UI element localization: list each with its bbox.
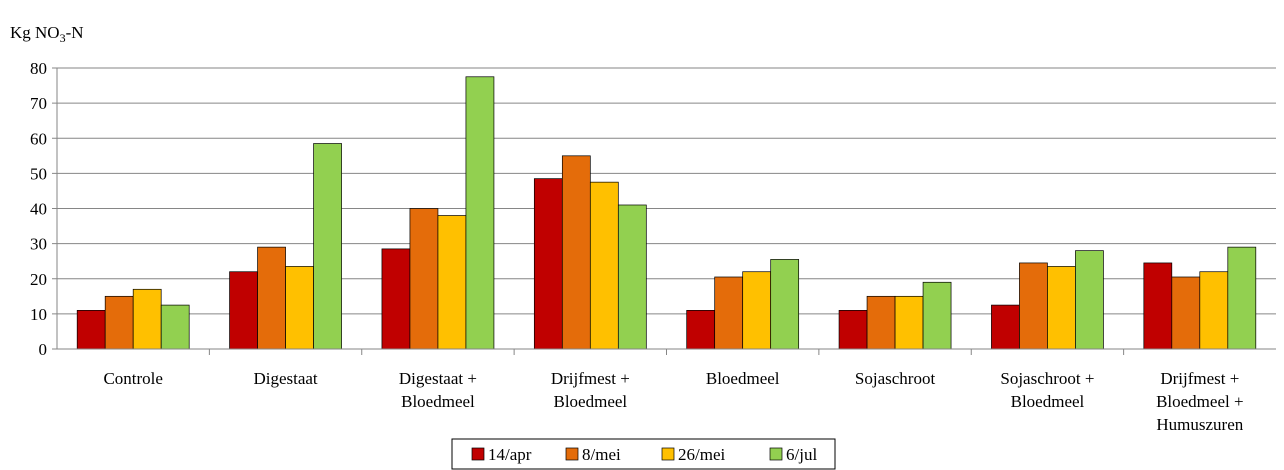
y-axis-title-main: Kg NO: [10, 23, 60, 42]
bar-8-mei-6: [1019, 262, 1048, 350]
bar-6-jul-3: [617, 204, 647, 350]
bar-26-mei-2: [437, 215, 467, 350]
category-label: Drijfmest +: [1160, 369, 1239, 388]
bar-8-mei-7: [1171, 276, 1201, 350]
bar-26-mei-5: [894, 295, 924, 350]
y-tick-label: 50: [30, 164, 47, 183]
category-label: Humuszuren: [1156, 415, 1243, 434]
bars: [76, 76, 1257, 350]
bar-14-apr-1: [229, 271, 258, 350]
bar-26-mei-3: [589, 181, 619, 350]
bar-6-jul-6: [1075, 250, 1104, 350]
bar-8-mei-3: [561, 155, 591, 350]
category-label: Sojaschroot: [855, 369, 936, 388]
bar-6-jul-7: [1227, 246, 1257, 350]
y-tick-label: 40: [30, 200, 47, 219]
y-axis-title-subscript: 3: [60, 31, 66, 45]
bar-26-mei-4: [742, 271, 772, 350]
category-label: Bloedmeel: [401, 392, 475, 411]
bar-8-mei-1: [257, 246, 286, 350]
bar-14-apr-7: [1143, 262, 1173, 350]
y-axis-title: Kg NO3-N: [10, 23, 84, 45]
bar-14-apr-2: [381, 248, 411, 350]
y-tick-label: 80: [30, 59, 47, 78]
y-tick-label: 30: [30, 235, 47, 254]
bar-8-mei-4: [714, 276, 744, 350]
y-tick-label: 10: [30, 305, 47, 324]
bar-26-mei-1: [285, 266, 314, 350]
legend-swatch-26-mei: [661, 447, 675, 461]
y-tick-label: 70: [30, 94, 47, 113]
bar-14-apr-3: [533, 178, 563, 350]
category-label: Bloedmeel +: [1156, 392, 1243, 411]
bar-14-apr-4: [686, 310, 716, 350]
y-tick-label: 20: [30, 270, 47, 289]
bar-8-mei-0: [104, 295, 134, 350]
legend-label: 8/mei: [582, 445, 621, 464]
bar-26-mei-7: [1199, 271, 1229, 350]
bar-26-mei-6: [1047, 266, 1076, 350]
y-axis-ticks: 0 10 20 30 40 50 60 70 80: [30, 59, 57, 359]
legend-label: 14/apr: [488, 445, 532, 464]
bar-14-apr-6: [991, 304, 1020, 350]
y-tick-label: 0: [39, 340, 48, 359]
category-label: Bloedmeel: [706, 369, 780, 388]
category-label: Bloedmeel: [553, 392, 627, 411]
bar-26-mei-0: [132, 288, 162, 350]
bar-14-apr-5: [838, 310, 868, 350]
bar-8-mei-2: [409, 208, 439, 350]
bar-8-mei-5: [866, 295, 896, 350]
legend-swatch-6-jul: [769, 447, 783, 461]
category-label: Drijfmest +: [551, 369, 630, 388]
y-axis-title-suffix: -N: [66, 23, 84, 42]
legend-label: 26/mei: [678, 445, 725, 464]
category-labels: Controle Digestaat Digestaat + Bloedmeel Dri…: [103, 369, 1243, 434]
bar-6-jul-2: [465, 76, 495, 350]
bar-6-jul-4: [770, 259, 800, 350]
axes: [56, 68, 1276, 355]
category-label: Digestaat: [253, 369, 317, 388]
legend-label: 6/jul: [786, 445, 817, 464]
y-tick-label: 60: [30, 129, 47, 148]
legend-swatch-8-mei: [565, 447, 579, 461]
bar-6-jul-0: [160, 304, 190, 350]
category-label: Bloedmeel: [1011, 392, 1085, 411]
bar-14-apr-0: [76, 310, 106, 350]
category-label: Digestaat +: [399, 369, 477, 388]
bar-6-jul-1: [313, 143, 342, 350]
category-label: Sojaschroot +: [1000, 369, 1094, 388]
bar-6-jul-5: [922, 281, 952, 350]
category-label: Controle: [103, 369, 163, 388]
legend-swatch-14-apr: [471, 447, 485, 461]
legend: 14/apr 8/mei 26/mei 6/jul: [451, 438, 836, 470]
